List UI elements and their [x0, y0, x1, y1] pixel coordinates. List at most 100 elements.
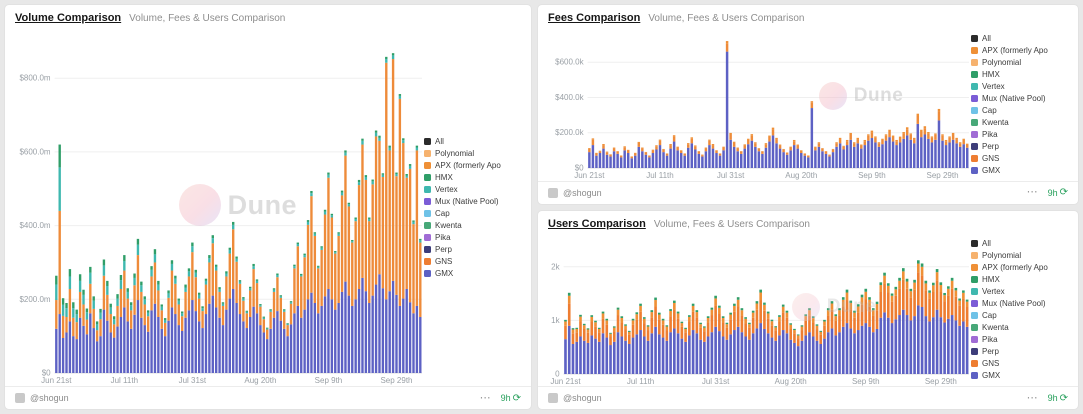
svg-text:Sep 29th: Sep 29th: [380, 376, 412, 385]
users-legend: All Polynomial APX (formerly Apo HMX Vertex M…: [971, 234, 1076, 387]
legend-swatch: [971, 360, 978, 368]
legend-item-pika[interactable]: Pika: [971, 335, 1070, 344]
legend-item-polynomial[interactable]: Polynomial: [971, 251, 1070, 260]
legend-swatch: [971, 130, 978, 138]
legend-item-cap[interactable]: Cap: [971, 311, 1070, 320]
legend-swatch: [971, 312, 978, 320]
bars-group: [564, 259, 969, 374]
bars-group: [55, 53, 422, 373]
right-column: Fees Comparison Volume, Fees & Users Com…: [537, 4, 1079, 410]
svg-text:Sep 9th: Sep 9th: [852, 377, 880, 386]
chart-area: Dune $0 $200.0m $400.0m $600.0m $800.0m Jun 2…: [5, 26, 531, 386]
legend-item-pika[interactable]: Pika: [971, 130, 1070, 139]
panel-title-fees[interactable]: Fees Comparison: [548, 12, 641, 24]
author-link[interactable]: @shogun: [15, 393, 69, 403]
legend-swatch: [971, 154, 978, 162]
legend-item-kwenta[interactable]: Kwenta: [424, 221, 523, 230]
refresh-age: 9h: [1047, 187, 1058, 198]
legend-label: GNS: [982, 153, 1000, 163]
legend-item-kwenta[interactable]: Kwenta: [971, 323, 1070, 332]
panel-subtitle[interactable]: Volume, Fees & Users Comparison: [648, 13, 805, 24]
author-link[interactable]: @shogun: [548, 187, 602, 198]
more-options-button[interactable]: ⋯: [1026, 186, 1039, 198]
legend-label: All: [982, 33, 991, 43]
panel-title-volume[interactable]: Volume Comparison: [15, 12, 122, 24]
legend-item-perp[interactable]: Perp: [424, 245, 523, 254]
svg-text:Jun 21st: Jun 21st: [574, 171, 605, 180]
legend-label: GMX: [982, 371, 1001, 381]
legend-label: HMX: [982, 69, 1000, 79]
legend-label: Polynomial: [435, 148, 475, 158]
legend-item-vertex[interactable]: Vertex: [971, 82, 1070, 91]
legend-item-gns[interactable]: GNS: [424, 257, 523, 266]
more-options-button[interactable]: ⋯: [479, 391, 492, 404]
legend-swatch: [971, 324, 978, 332]
svg-text:Jul 11th: Jul 11th: [646, 171, 673, 180]
legend-item-hmx[interactable]: HMX: [424, 173, 523, 182]
legend-label: Polynomial: [982, 57, 1022, 67]
author-handle: @shogun: [30, 393, 69, 403]
legend-item-hmx[interactable]: HMX: [971, 70, 1070, 79]
more-options-button[interactable]: ⋯: [1026, 391, 1039, 404]
panel-footer: @shogun ⋯ 9h ⟳: [538, 180, 1078, 204]
panel-header: Volume Comparison Volume, Fees & Users C…: [5, 5, 531, 26]
legend-item-gmx[interactable]: GMX: [971, 166, 1070, 175]
panel-title-users[interactable]: Users Comparison: [548, 217, 646, 230]
legend-swatch: [424, 257, 431, 265]
legend-item-apx-formerly-apo[interactable]: APX (formerly Apo: [424, 161, 523, 170]
users-chart: 0 1k 2k Jun 21st Jul 11th Jul 31st Aug 20th Sep…: [544, 234, 971, 387]
legend-label: Cap: [982, 311, 997, 321]
svg-text:$600.0k: $600.0k: [555, 58, 584, 67]
legend-label: GMX: [435, 268, 454, 278]
refresh-status[interactable]: 9h ⟳: [1048, 188, 1068, 198]
legend-swatch: [424, 149, 431, 157]
svg-text:Jul 11th: Jul 11th: [627, 377, 654, 386]
legend-item-hmx[interactable]: HMX: [971, 275, 1070, 284]
avatar: [548, 187, 558, 198]
panel-volume-comparison: Volume Comparison Volume, Fees & Users C…: [4, 4, 532, 410]
legend-item-mux-native-pool[interactable]: Mux (Native Pool): [971, 94, 1070, 103]
legend-item-gns[interactable]: GNS: [971, 154, 1070, 163]
legend-item-apx-formerly-apo[interactable]: APX (formerly Apo: [971, 263, 1070, 272]
legend-label: Perp: [435, 244, 452, 254]
legend-label: GNS: [435, 256, 453, 266]
legend-item-pika[interactable]: Pika: [424, 233, 523, 242]
fees-legend: All APX (formerly Apo Polynomial HMX Vertex M…: [971, 28, 1076, 181]
legend-item-cap[interactable]: Cap: [424, 209, 523, 218]
legend-label: Kwenta: [435, 220, 462, 230]
legend-swatch: [971, 166, 978, 174]
legend-swatch: [971, 276, 978, 284]
legend-label: Perp: [982, 347, 999, 357]
panel-subtitle[interactable]: Volume, Fees & Users Comparison: [129, 13, 286, 24]
legend-item-gns[interactable]: GNS: [971, 359, 1070, 368]
legend-item-mux-native-pool[interactable]: Mux (Native Pool): [424, 197, 523, 206]
refresh-status[interactable]: 9h ⟳: [1048, 393, 1068, 403]
legend-item-kwenta[interactable]: Kwenta: [971, 118, 1070, 127]
legend-item-gmx[interactable]: GMX: [424, 269, 523, 278]
legend-item-vertex[interactable]: Vertex: [424, 185, 523, 194]
bars-group: [588, 41, 969, 168]
legend-item-perp[interactable]: Perp: [971, 347, 1070, 356]
panel-subtitle[interactable]: Volume, Fees & Users Comparison: [653, 218, 810, 230]
legend-item-all[interactable]: All: [971, 34, 1070, 43]
legend-label: GNS: [982, 359, 1000, 369]
legend-item-cap[interactable]: Cap: [971, 106, 1070, 115]
legend-item-all[interactable]: All: [971, 239, 1070, 248]
refresh-status[interactable]: 9h ⟳: [501, 393, 521, 403]
legend-swatch: [971, 372, 978, 380]
legend-item-vertex[interactable]: Vertex: [971, 287, 1070, 296]
left-column: Volume Comparison Volume, Fees & Users C…: [4, 4, 532, 410]
legend-item-all[interactable]: All: [424, 137, 523, 146]
author-link[interactable]: @shogun: [548, 393, 602, 403]
avatar: [15, 393, 25, 403]
legend-swatch: [971, 82, 978, 90]
legend-item-gmx[interactable]: GMX: [971, 371, 1070, 380]
legend-item-perp[interactable]: Perp: [971, 142, 1070, 151]
legend-item-polynomial[interactable]: Polynomial: [971, 58, 1070, 67]
footer-actions: ⋯ 9h ⟳: [1026, 391, 1068, 404]
legend-item-mux-native-pool[interactable]: Mux (Native Pool): [971, 299, 1070, 308]
legend-item-apx-formerly-apo[interactable]: APX (formerly Apo: [971, 46, 1070, 55]
svg-text:$200.0m: $200.0m: [19, 295, 50, 304]
legend-item-polynomial[interactable]: Polynomial: [424, 149, 523, 158]
volume-legend: All Polynomial APX (formerly Apo HMX Vertex M…: [424, 28, 529, 386]
